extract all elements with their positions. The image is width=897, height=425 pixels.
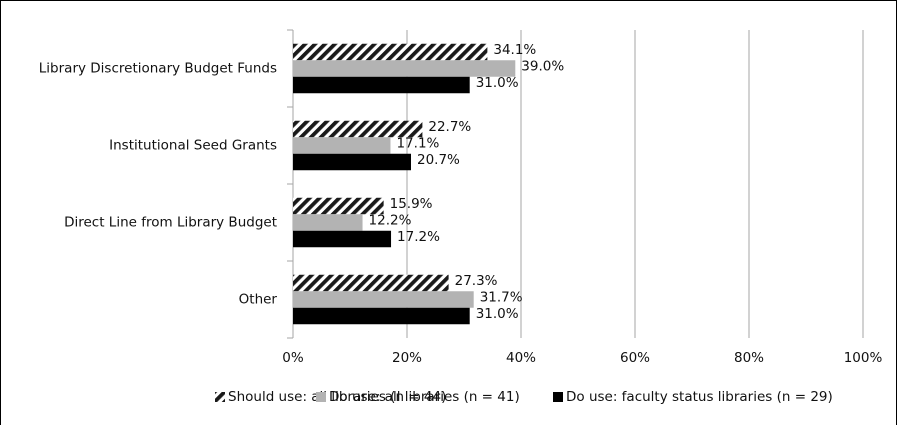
value-label: 31.7% (480, 290, 523, 306)
bar (293, 291, 474, 308)
bar (293, 60, 516, 77)
value-label: 17.1% (396, 136, 439, 152)
x-tick-label: 20% (392, 350, 422, 366)
legend-label: Should use: all libraries (n = 44) (228, 389, 446, 405)
value-label: 20.7% (417, 152, 460, 168)
x-tick-label: 100% (844, 350, 883, 366)
bar (293, 230, 392, 248)
bar (293, 76, 470, 94)
value-label: 22.7% (428, 119, 471, 135)
x-tick-label: 40% (506, 350, 536, 366)
value-label: 12.2% (369, 213, 412, 229)
value-label: 17.2% (397, 229, 440, 245)
y-tick-label: Library Discretionary Budget Funds (39, 61, 277, 77)
value-label: 15.9% (390, 196, 433, 212)
value-label: 27.3% (455, 273, 498, 289)
bar (293, 307, 470, 325)
x-tick-label: 60% (620, 350, 650, 366)
x-tick-label: 0% (282, 350, 304, 366)
x-tick-label: 80% (734, 350, 764, 366)
value-label: 31.0% (476, 75, 519, 91)
value-label: 31.0% (476, 306, 519, 322)
y-tick-label: Institutional Seed Grants (109, 138, 277, 154)
y-tick-label: Other (239, 292, 278, 308)
value-label: 34.1% (493, 42, 536, 58)
legend-label: Do use: all libraries (n = 41) (329, 389, 520, 405)
bar (293, 274, 449, 292)
bar (293, 137, 391, 154)
legend-swatch (215, 392, 225, 402)
bar (293, 153, 411, 171)
bar (293, 197, 384, 215)
legend-swatch (553, 392, 563, 402)
value-label: 39.0% (521, 59, 564, 75)
legend-label: Do use: faculty status libraries (n = 29… (566, 389, 833, 405)
legend-swatch (316, 392, 326, 402)
bar (293, 214, 363, 231)
y-tick-label: Direct Line from Library Budget (64, 215, 277, 231)
bar (293, 43, 488, 61)
bar (293, 120, 423, 138)
